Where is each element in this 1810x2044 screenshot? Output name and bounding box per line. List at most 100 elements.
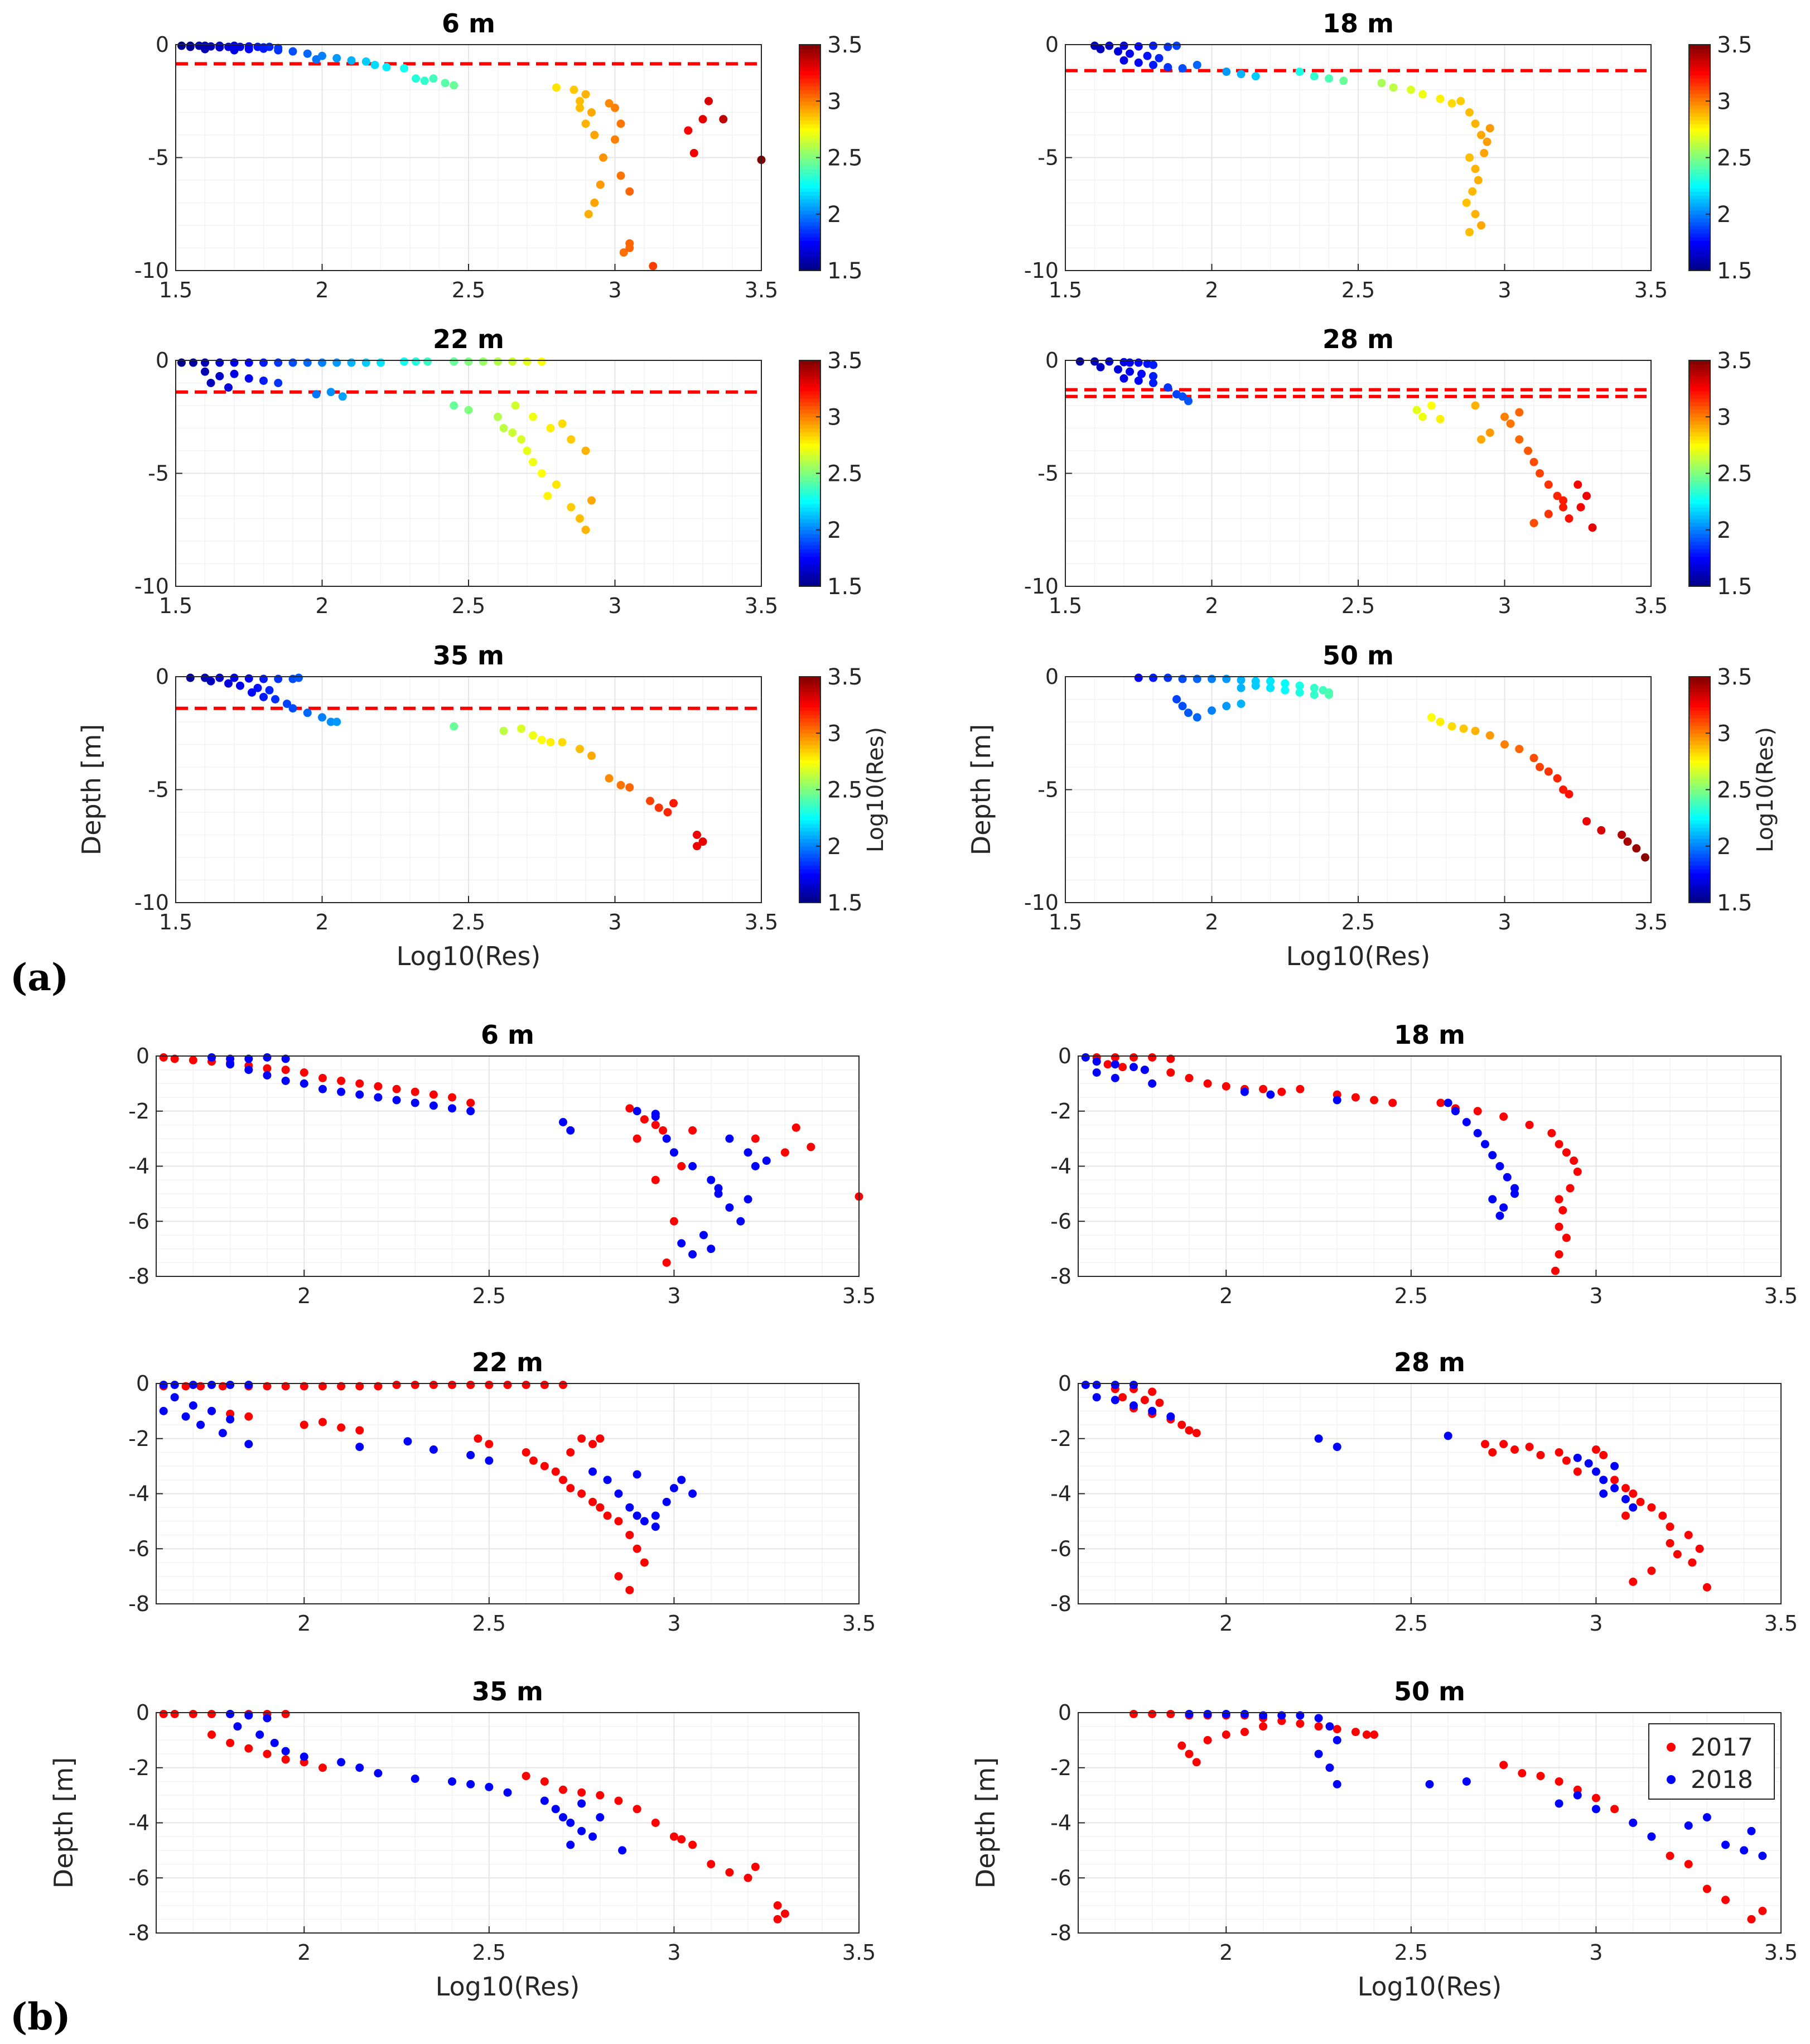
data-point-2018 [1599, 1489, 1608, 1498]
data-point-resistivity [312, 390, 321, 399]
colorbar-segment [799, 451, 820, 455]
colorbar-segment [1689, 75, 1710, 79]
data-point-resistivity [1149, 372, 1157, 380]
axes-frame [1078, 1383, 1782, 1604]
colorbar-segment [1689, 225, 1710, 230]
colorbar-tick-label: 3 [827, 404, 841, 430]
data-point-2018 [270, 1738, 279, 1747]
x-tick-label: 3 [1498, 910, 1511, 934]
data-point-2018 [170, 1393, 179, 1402]
data-point-2018 [244, 1440, 253, 1449]
colorbar-segment [1689, 364, 1710, 369]
data-point-resistivity [1114, 47, 1122, 56]
y-axis-label: Depth [m] [971, 1757, 1001, 1888]
colorbar-segment [799, 214, 820, 219]
data-point-2017 [411, 1380, 419, 1389]
data-point-resistivity [1459, 724, 1468, 733]
data-point-resistivity [1565, 790, 1574, 799]
data-point-2017 [1591, 1445, 1600, 1454]
colorbar-tick-label: 2 [1717, 202, 1731, 228]
data-point-2017 [651, 1819, 660, 1827]
colorbar-segment [799, 421, 820, 425]
data-point-2018 [714, 1184, 723, 1193]
data-point-resistivity [1251, 681, 1260, 690]
data-point-resistivity [494, 412, 502, 421]
data-point-2018 [577, 1826, 586, 1835]
data-point-2018 [1129, 1401, 1138, 1410]
x-tick-label: 2.5 [452, 594, 485, 618]
colorbar-segment [799, 812, 820, 817]
data-point-2018 [588, 1832, 597, 1841]
x-tick-label: 2 [297, 1611, 311, 1636]
y-tick-label: -2 [128, 1099, 149, 1124]
data-point-resistivity [1143, 51, 1152, 60]
colorbar-segment [1689, 52, 1710, 57]
data-point-resistivity [1114, 365, 1122, 374]
data-point-2018 [255, 1730, 264, 1739]
colorbar-segment [799, 537, 820, 542]
colorbar-segment [1689, 398, 1710, 403]
data-point-2018 [577, 1799, 586, 1808]
data-point-2017 [392, 1380, 401, 1389]
data-point-2017 [744, 1873, 752, 1882]
chart-a3: 1.5 2 2.5 3 3.5 0 -5 -10 22 m [134, 324, 778, 618]
data-point-resistivity [1178, 674, 1187, 683]
data-point-2017 [669, 1832, 678, 1841]
colorbar-segment [799, 579, 820, 584]
x-tick-label: 3 [667, 1284, 680, 1308]
colorbar-segment [1689, 176, 1710, 181]
data-point-resistivity [1281, 686, 1290, 695]
data-point-resistivity [1237, 683, 1246, 692]
data-point-resistivity [1559, 785, 1567, 794]
colorbar-segment [1689, 891, 1710, 896]
data-point-2018 [466, 1107, 475, 1116]
data-point-2018 [429, 1101, 438, 1110]
data-point-2018 [651, 1522, 660, 1531]
colorbar-segment [799, 514, 820, 519]
data-point-resistivity [1588, 523, 1597, 532]
data-point-2018 [281, 1054, 290, 1063]
y-tick-label: 0 [136, 1700, 149, 1725]
data-point-resistivity [326, 388, 335, 397]
colorbar-segment [799, 90, 820, 94]
data-point-2017 [529, 1456, 538, 1465]
colorbar-segment [799, 899, 820, 903]
data-point-resistivity [318, 358, 326, 367]
data-point-2018 [1325, 1763, 1334, 1772]
colorbar-segment [799, 161, 820, 166]
data-point-2018 [1111, 1074, 1119, 1082]
data-point-2017 [281, 1709, 290, 1718]
data-point-2017 [1758, 1907, 1767, 1915]
data-point-resistivity [537, 357, 546, 366]
colorbar-segment [799, 157, 820, 162]
data-point-2017 [651, 1120, 660, 1129]
data-point-resistivity [312, 55, 321, 64]
data-point-2017 [1436, 1098, 1445, 1107]
data-point-resistivity [1462, 199, 1471, 207]
colorbar-segment [799, 492, 820, 496]
colorbar-segment [1689, 522, 1710, 527]
colorbar-segment [799, 383, 820, 388]
colorbar-segment [1689, 218, 1710, 223]
colorbar-segment [1689, 748, 1710, 753]
data-point-2017 [181, 1382, 190, 1391]
data-point-resistivity [1178, 392, 1187, 401]
colorbar-segment [799, 52, 820, 57]
x-tick-label: 2 [1205, 278, 1218, 302]
colorbar-segment [799, 402, 820, 406]
data-point-resistivity [1325, 690, 1333, 699]
data-point-resistivity [1436, 717, 1445, 726]
data-point-2018 [669, 1484, 678, 1493]
data-point-resistivity [441, 79, 450, 88]
colorbar-segment [1689, 146, 1710, 151]
x-tick-label: 1.5 [159, 278, 192, 302]
colorbar-segment [799, 544, 820, 549]
y-axis-label: Depth [m] [966, 724, 996, 855]
data-point-resistivity [558, 419, 567, 428]
data-point-resistivity [1529, 754, 1538, 763]
colorbar-segment [799, 409, 820, 414]
data-point-resistivity [576, 103, 584, 112]
data-point-2018 [374, 1769, 383, 1778]
data-point-2018 [688, 1489, 697, 1498]
data-point-2018 [640, 1517, 649, 1526]
